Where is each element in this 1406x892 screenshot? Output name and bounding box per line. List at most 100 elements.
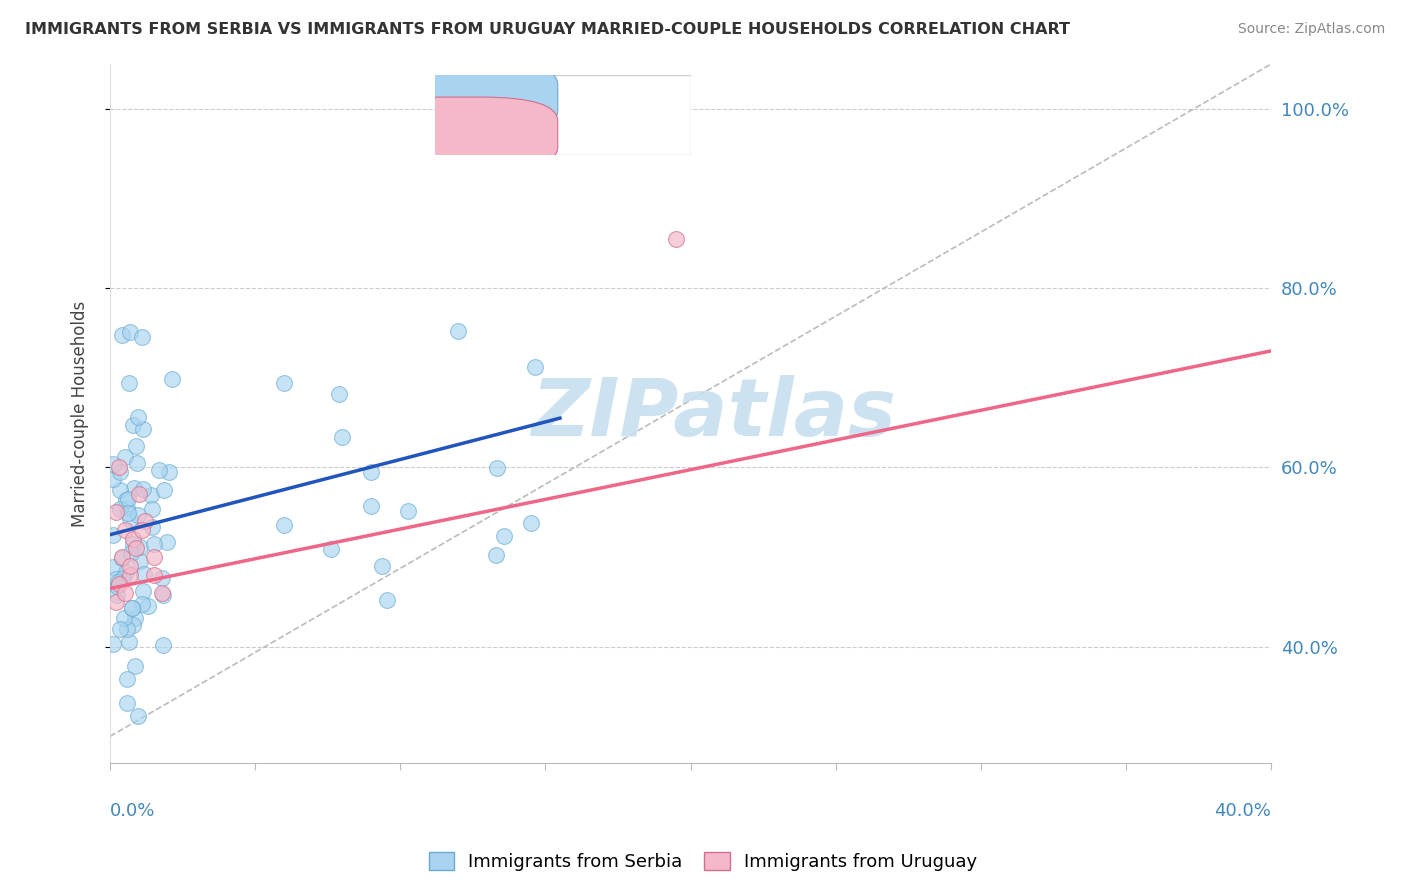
Point: [122, 536, 145, 550]
Point: [129, 554, 152, 568]
Point: [114, 450, 136, 465]
Point: [360, 465, 382, 479]
Point: [125, 541, 148, 555]
Point: [139, 488, 162, 502]
Point: [103, 528, 125, 542]
Point: [150, 571, 173, 585]
Point: [107, 577, 129, 591]
Point: [125, 439, 148, 453]
Point: [152, 588, 174, 602]
Point: [134, 514, 156, 528]
Point: [101, 637, 124, 651]
Point: [104, 505, 127, 519]
Point: [121, 617, 143, 632]
Point: [141, 520, 163, 534]
Point: [132, 422, 155, 436]
Point: [108, 465, 131, 479]
Point: [104, 572, 127, 586]
Point: [131, 523, 153, 537]
Point: [114, 586, 136, 600]
Point: [121, 600, 143, 615]
Point: [128, 487, 150, 501]
Point: [131, 584, 153, 599]
Point: [120, 512, 142, 526]
Point: [111, 550, 134, 565]
Point: [101, 472, 124, 486]
Point: [371, 558, 394, 573]
Point: [105, 579, 128, 593]
Point: [122, 481, 145, 495]
Point: [142, 550, 165, 565]
Point: [107, 574, 129, 589]
Point: [319, 542, 342, 557]
Point: [153, 483, 176, 497]
Point: [118, 634, 141, 648]
Point: [273, 518, 295, 533]
Point: [132, 566, 155, 581]
Point: [101, 458, 124, 472]
Point: [111, 328, 134, 343]
Point: [111, 571, 134, 585]
Point: [115, 492, 138, 507]
Point: [115, 672, 138, 686]
Point: [124, 658, 146, 673]
Point: [360, 499, 382, 513]
Point: [115, 565, 138, 579]
Point: [127, 508, 149, 523]
Point: [330, 430, 353, 444]
Point: [492, 529, 515, 543]
Point: [273, 376, 295, 390]
Text: 0.0%: 0.0%: [110, 802, 156, 820]
Point: [104, 595, 127, 609]
Point: [114, 523, 136, 537]
Point: [117, 491, 139, 506]
Point: [131, 330, 153, 344]
Point: [120, 559, 142, 574]
Point: [111, 550, 134, 565]
Point: [157, 466, 180, 480]
Point: [110, 502, 132, 516]
Point: [131, 597, 153, 611]
Point: [520, 516, 543, 530]
Point: [375, 592, 398, 607]
Point: [148, 463, 170, 477]
Y-axis label: Married-couple Households: Married-couple Households: [72, 301, 89, 527]
Point: [121, 601, 143, 615]
Point: [122, 418, 145, 433]
Point: [132, 482, 155, 496]
Point: [142, 568, 165, 582]
Point: [124, 611, 146, 625]
Point: [150, 586, 173, 600]
Text: Source: ZipAtlas.com: Source: ZipAtlas.com: [1237, 22, 1385, 37]
Point: [127, 708, 149, 723]
Point: [107, 460, 129, 475]
Point: [328, 387, 350, 401]
Point: [127, 456, 149, 470]
Point: [117, 507, 139, 521]
Point: [141, 501, 163, 516]
Point: [152, 638, 174, 652]
Point: [486, 461, 509, 475]
Point: [665, 232, 688, 246]
Legend: Immigrants from Serbia, Immigrants from Uruguay: Immigrants from Serbia, Immigrants from …: [422, 845, 984, 879]
Point: [120, 325, 142, 339]
Point: [115, 696, 138, 710]
Point: [120, 546, 142, 560]
Point: [127, 409, 149, 424]
Point: [107, 588, 129, 602]
Text: 40.0%: 40.0%: [1215, 802, 1271, 820]
Point: [447, 325, 470, 339]
Point: [115, 500, 138, 515]
Point: [162, 372, 184, 386]
Text: ZIPatlas: ZIPatlas: [531, 375, 896, 452]
Point: [108, 623, 131, 637]
Point: [485, 548, 508, 562]
Point: [118, 376, 141, 390]
Point: [108, 483, 131, 498]
Point: [155, 535, 177, 549]
Text: IMMIGRANTS FROM SERBIA VS IMMIGRANTS FROM URUGUAY MARRIED-COUPLE HOUSEHOLDS CORR: IMMIGRANTS FROM SERBIA VS IMMIGRANTS FRO…: [25, 22, 1070, 37]
Point: [136, 599, 159, 613]
Point: [524, 359, 547, 374]
Point: [122, 532, 145, 546]
Point: [129, 540, 152, 554]
